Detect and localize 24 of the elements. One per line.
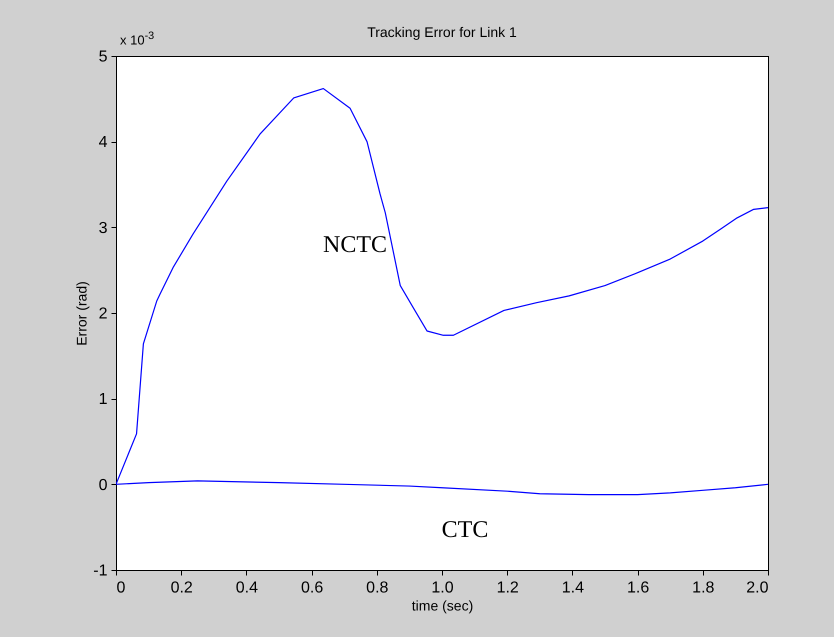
x-tick-label: 1.4 [562,580,584,596]
x-tick-label: 0 [116,580,126,596]
x-tick-label: 0.2 [170,580,193,596]
x-tick-label: 0.8 [366,580,389,596]
text: x 10$^{-3}$ [120,30,154,48]
y-tick-label: 4 [98,134,108,152]
y-tick-label: 3 [98,220,108,237]
x-axis-title: time (sec) [412,598,474,614]
y-axis-title: Error (rad) [73,281,90,346]
x-tick-label: 2.0 [746,580,769,596]
x-tick-label: 1.8 [692,580,715,596]
x-tick-label: 1.6 [626,580,650,596]
y-tick-label: 5 [98,48,108,66]
x-tick-label: 1.0 [431,580,454,596]
series-label: CTC [442,517,488,543]
x-tick-label: 0.4 [236,580,258,596]
chart-title: Tracking Error for Link 1 [367,24,518,40]
y-tick-label: 1 [98,391,108,408]
series-label: NCTC [322,232,388,258]
y-tick-label: 0 [98,476,108,494]
x-tick-label: 1.2 [496,580,519,596]
y-tick-label: 2 [98,306,108,322]
x-tick-label: 0.6 [300,580,324,596]
y-tick-label: -1 [93,562,108,580]
